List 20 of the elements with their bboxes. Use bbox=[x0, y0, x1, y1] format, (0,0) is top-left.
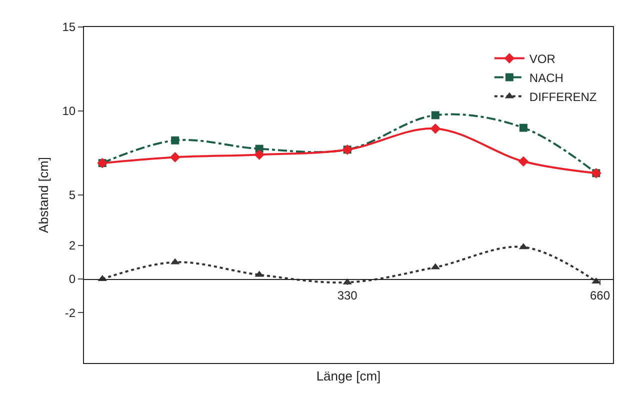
x-tick-label: 330 bbox=[337, 288, 358, 302]
y-tick-label: 10 bbox=[62, 104, 76, 118]
y-axis-title: Abstand [cm] bbox=[36, 157, 52, 233]
legend-label: VOR bbox=[529, 52, 556, 66]
point bbox=[430, 123, 441, 134]
point bbox=[170, 152, 180, 162]
point bbox=[431, 111, 440, 120]
point bbox=[254, 149, 265, 160]
y-tick-label: -2 bbox=[64, 306, 76, 320]
y-tick-label: 5 bbox=[68, 188, 76, 202]
x-axis-title: Länge [cm] bbox=[316, 368, 381, 384]
point bbox=[518, 156, 529, 167]
x-tick-label: 660 bbox=[590, 288, 610, 302]
legend-label: DIFFERENZ bbox=[529, 90, 597, 104]
legend-label: NACH bbox=[529, 70, 564, 85]
y-tick-label: 0 bbox=[68, 272, 76, 286]
point bbox=[519, 124, 528, 132]
y-tick-label: 2 bbox=[68, 238, 76, 253]
y-tick-label: 15 bbox=[62, 20, 76, 34]
point bbox=[171, 136, 180, 144]
